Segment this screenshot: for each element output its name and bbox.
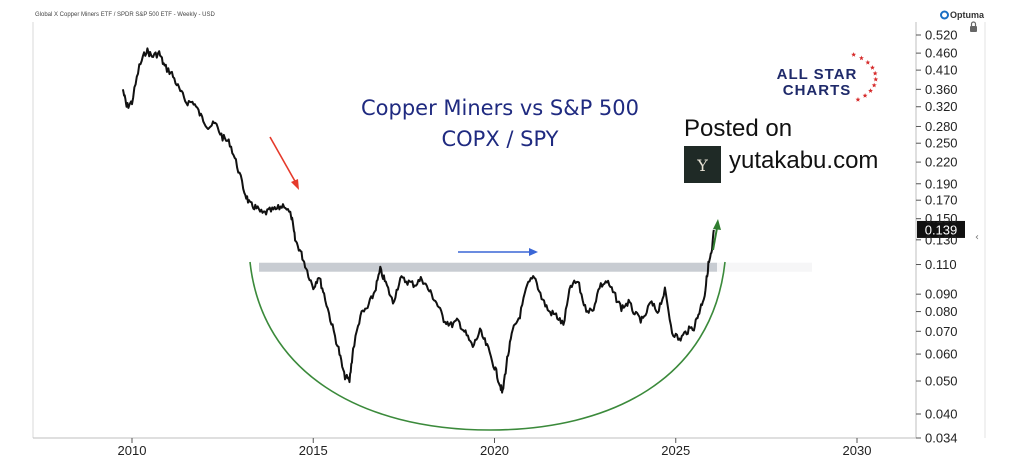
y-tick-label: 0.060 [925, 347, 958, 362]
last-price-label: 0.139 [917, 220, 965, 238]
downtrend-arrow-head [291, 179, 299, 190]
resistance-band-extension [717, 262, 812, 272]
y-tick-label: 0.220 [925, 155, 958, 170]
rounding-bottom-arc [249, 261, 726, 431]
price-series-line [121, 47, 715, 394]
y-tick-label: 0.320 [925, 99, 958, 114]
breakout-arrow-head [713, 219, 721, 230]
yutakabu-logo-glyph: Y [696, 156, 708, 175]
lock-icon-body [970, 26, 977, 32]
site-name: yutakabu.com [729, 147, 878, 174]
y-tick-label: 0.130 [925, 232, 958, 247]
lock-icon[interactable] [970, 21, 977, 32]
y-tick-label: 0.360 [925, 82, 958, 97]
y-tick-label: 0.190 [925, 176, 958, 191]
last-price-label-bg [917, 220, 965, 238]
x-tick-label: 2015 [299, 443, 328, 458]
y-tick-label: 0.250 [925, 136, 958, 151]
y-tick-label: 0.080 [925, 304, 958, 319]
y-tick-label: 0.040 [925, 406, 958, 421]
sideways-arrow [458, 248, 538, 256]
collapse-chevron-icon[interactable]: ‹ [975, 232, 979, 243]
all-star-charts-logo: ALL STAR CHARTS [777, 52, 879, 102]
x-tick-label: 2030 [843, 443, 872, 458]
lock-icon-shackle [970, 21, 977, 26]
y-tick-label: 0.410 [925, 63, 958, 78]
breakout-arrow-shaft [712, 227, 718, 251]
brand-line2: CHARTS [783, 82, 852, 99]
last-price-value: 0.139 [925, 222, 958, 237]
optuma-logo-text: Optuma [950, 10, 985, 20]
y-axis-ticks: 0.520 0.460 0.410 0.360 0.320 0.280 0.250 0.220… [916, 28, 958, 446]
y-tick-label: 0.070 [925, 324, 958, 339]
y-tick-label: 0.280 [925, 119, 958, 134]
x-tick-label: 2025 [661, 443, 690, 458]
y-tick-label: 0.460 [925, 46, 958, 61]
optuma-logo: Optuma [940, 10, 985, 20]
x-tick-label: 2020 [480, 443, 509, 458]
y-tick-label: 0.170 [925, 193, 958, 208]
breakout-arrow [712, 219, 721, 251]
y-tick-label: 0.090 [925, 287, 958, 302]
y-tick-label: 0.034 [925, 431, 958, 446]
instrument-header: Global X Copper Miners ETF / SPDR S&P 50… [35, 12, 216, 18]
y-tick-label: 0.110 [925, 257, 957, 272]
chart-subtitle: COPX / SPY [441, 127, 558, 151]
x-tick-label: 2010 [118, 443, 147, 458]
y-tick-label: 0.150 [925, 211, 958, 226]
yutakabu-logo: Y [684, 146, 721, 183]
chart-title: Copper Miners vs S&P 500 [361, 96, 639, 120]
posted-on-label: Posted on [684, 115, 792, 142]
yutakabu-logo-box [684, 146, 721, 183]
y-tick-label: 0.050 [925, 374, 958, 389]
y-tick-label: 0.520 [925, 28, 958, 43]
downtrend-arrow [269, 136, 299, 190]
x-axis-ticks: 2010 2015 2020 2025 2030 [118, 438, 872, 458]
sideways-arrow-head [529, 248, 538, 256]
brand-line1: ALL STAR [777, 66, 858, 83]
downtrend-arrow-shaft [269, 136, 297, 184]
resistance-band [259, 262, 717, 272]
optuma-logo-mark [940, 10, 949, 20]
